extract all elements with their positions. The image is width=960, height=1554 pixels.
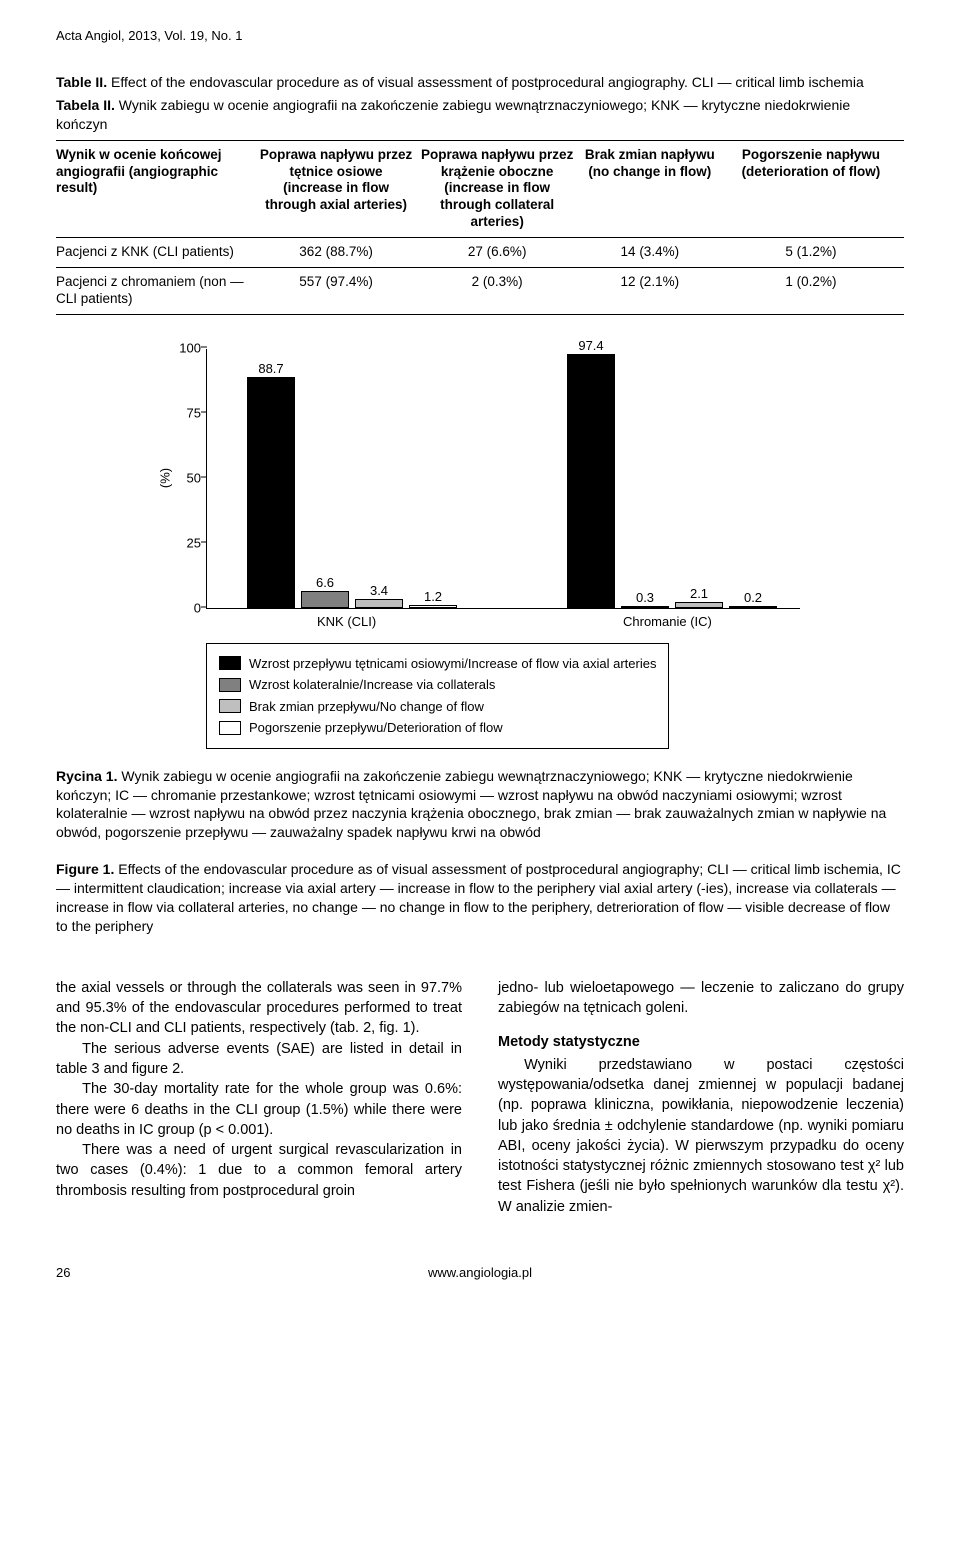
legend-item: Wzrost przepływu tętnicami osiowymi/Incr… [219, 654, 656, 674]
table-label-en: Table II. [56, 74, 107, 90]
footer-site: www.angiologia.pl [96, 1265, 864, 1280]
y-tick: 25 [161, 535, 201, 550]
cell: 27 (6.6%) [421, 238, 582, 268]
right-column: jedno- lub wieloetapowego — leczenie to … [498, 978, 904, 1217]
body-para: The 30-day mortality rate for the whole … [56, 1079, 462, 1140]
bar-value-label: 6.6 [316, 575, 334, 592]
body-para: The serious adverse events (SAE) are lis… [56, 1039, 462, 1080]
left-column: the axial vessels or through the collate… [56, 978, 462, 1217]
bar: 1.2 [409, 605, 457, 608]
table-header-row: Wynik w ocenie końcowej angiografii (ang… [56, 140, 904, 237]
body-columns: the axial vessels or through the collate… [56, 978, 904, 1217]
th-1: Poprawa napływu przez tętnice osiowe (in… [260, 140, 421, 237]
figure-caption-en: Figure 1. Effects of the endovascular pr… [56, 860, 904, 936]
page-footer: 26 www.angiologia.pl [56, 1265, 904, 1280]
figure-caption-pl-text: Wynik zabiegu w ocenie angiografii na za… [56, 768, 886, 841]
legend-item: Pogorszenie przepływu/Deterioration of f… [219, 718, 656, 738]
running-head: Acta Angiol, 2013, Vol. 19, No. 1 [56, 28, 904, 43]
bar-value-label: 3.4 [370, 583, 388, 600]
th-0: Wynik w ocenie końcowej angiografii (ang… [56, 140, 260, 237]
legend-swatch [219, 721, 241, 735]
bar-value-label: 0.2 [744, 590, 762, 607]
table-caption-en-text: Effect of the endovascular procedure as … [111, 74, 864, 90]
cell: 12 (2.1%) [582, 267, 726, 314]
table-caption-en: Table II. Effect of the endovascular pro… [56, 73, 904, 92]
row-label: Pacjenci z KNK (CLI patients) [56, 238, 260, 268]
y-tick: 0 [161, 600, 201, 615]
x-category-label: Chromanie (IC) [623, 608, 712, 629]
bar: 97.4 [567, 354, 615, 607]
cell: 14 (3.4%) [582, 238, 726, 268]
bar-group: 88.7 6.6 3.4 1.2 [247, 377, 457, 608]
table-caption-pl: Tabela II. Wynik zabiegu w ocenie angiog… [56, 96, 904, 134]
cell: 1 (0.2%) [726, 267, 904, 314]
legend-label: Wzrost kolateralnie/Increase via collate… [249, 675, 495, 695]
figure-label-pl: Rycina 1. [56, 768, 117, 784]
bar-value-label: 2.1 [690, 586, 708, 603]
figure-caption-pl: Rycina 1. Wynik zabiegu w ocenie angiogr… [56, 767, 904, 843]
y-tick: 100 [161, 340, 201, 355]
bar: 0.2 [729, 606, 777, 608]
table-row: Pacjenci z KNK (CLI patients) 362 (88.7%… [56, 238, 904, 268]
legend-label: Wzrost przepływu tętnicami osiowymi/Incr… [249, 654, 656, 674]
cell: 2 (0.3%) [421, 267, 582, 314]
bar: 3.4 [355, 599, 403, 608]
subheading: Metody statystyczne [498, 1032, 904, 1052]
legend-swatch [219, 678, 241, 692]
body-para: jedno- lub wieloetapowego — leczenie to … [498, 978, 904, 1019]
page-number: 26 [56, 1265, 96, 1280]
results-table: Wynik w ocenie końcowej angiografii (ang… [56, 140, 904, 315]
bar: 88.7 [247, 377, 295, 608]
legend-item: Wzrost kolateralnie/Increase via collate… [219, 675, 656, 695]
figure-label-en: Figure 1. [56, 861, 114, 877]
th-4: Pogorszenie napływu (deterioration of fl… [726, 140, 904, 237]
bar-value-label: 1.2 [424, 589, 442, 606]
bar: 6.6 [301, 591, 349, 608]
row-label: Pacjenci z chromaniem (non — CLI patient… [56, 267, 260, 314]
body-para: Wyniki przedstawiano w postaci częstości… [498, 1055, 904, 1217]
body-para: the axial vessels or through the collate… [56, 978, 462, 1039]
bar-value-label: 0.3 [636, 590, 654, 607]
chart-legend: Wzrost przepływu tętnicami osiowymi/Incr… [206, 643, 669, 749]
cell: 5 (1.2%) [726, 238, 904, 268]
bar-group: 97.4 0.3 2.1 0.2 [567, 354, 777, 607]
bar-value-label: 97.4 [578, 338, 603, 355]
legend-swatch [219, 656, 241, 670]
x-category-label: KNK (CLI) [317, 608, 376, 629]
legend-item: Brak zmian przepływu/No change of flow [219, 697, 656, 717]
bar-value-label: 88.7 [258, 361, 283, 378]
legend-label: Brak zmian przepływu/No change of flow [249, 697, 484, 717]
y-tick: 50 [161, 470, 201, 485]
table-label-pl: Tabela II. [56, 97, 115, 113]
th-2: Poprawa napływu przez krążenie oboczne (… [421, 140, 582, 237]
table-caption-pl-text: Wynik zabiegu w ocenie angiografii na za… [56, 97, 850, 132]
body-para: There was a need of urgent surgical reva… [56, 1140, 462, 1201]
th-3: Brak zmian napływu (no change in flow) [582, 140, 726, 237]
y-tick: 75 [161, 405, 201, 420]
legend-swatch [219, 699, 241, 713]
table-row: Pacjenci z chromaniem (non — CLI patient… [56, 267, 904, 314]
cell: 557 (97.4%) [260, 267, 421, 314]
legend-label: Pogorszenie przepływu/Deterioration of f… [249, 718, 503, 738]
bar-chart: (%) 88.76.63.41.297.40.32.10.2 025507510… [160, 349, 800, 749]
cell: 362 (88.7%) [260, 238, 421, 268]
figure-caption-en-text: Effects of the endovascular procedure as… [56, 861, 901, 934]
